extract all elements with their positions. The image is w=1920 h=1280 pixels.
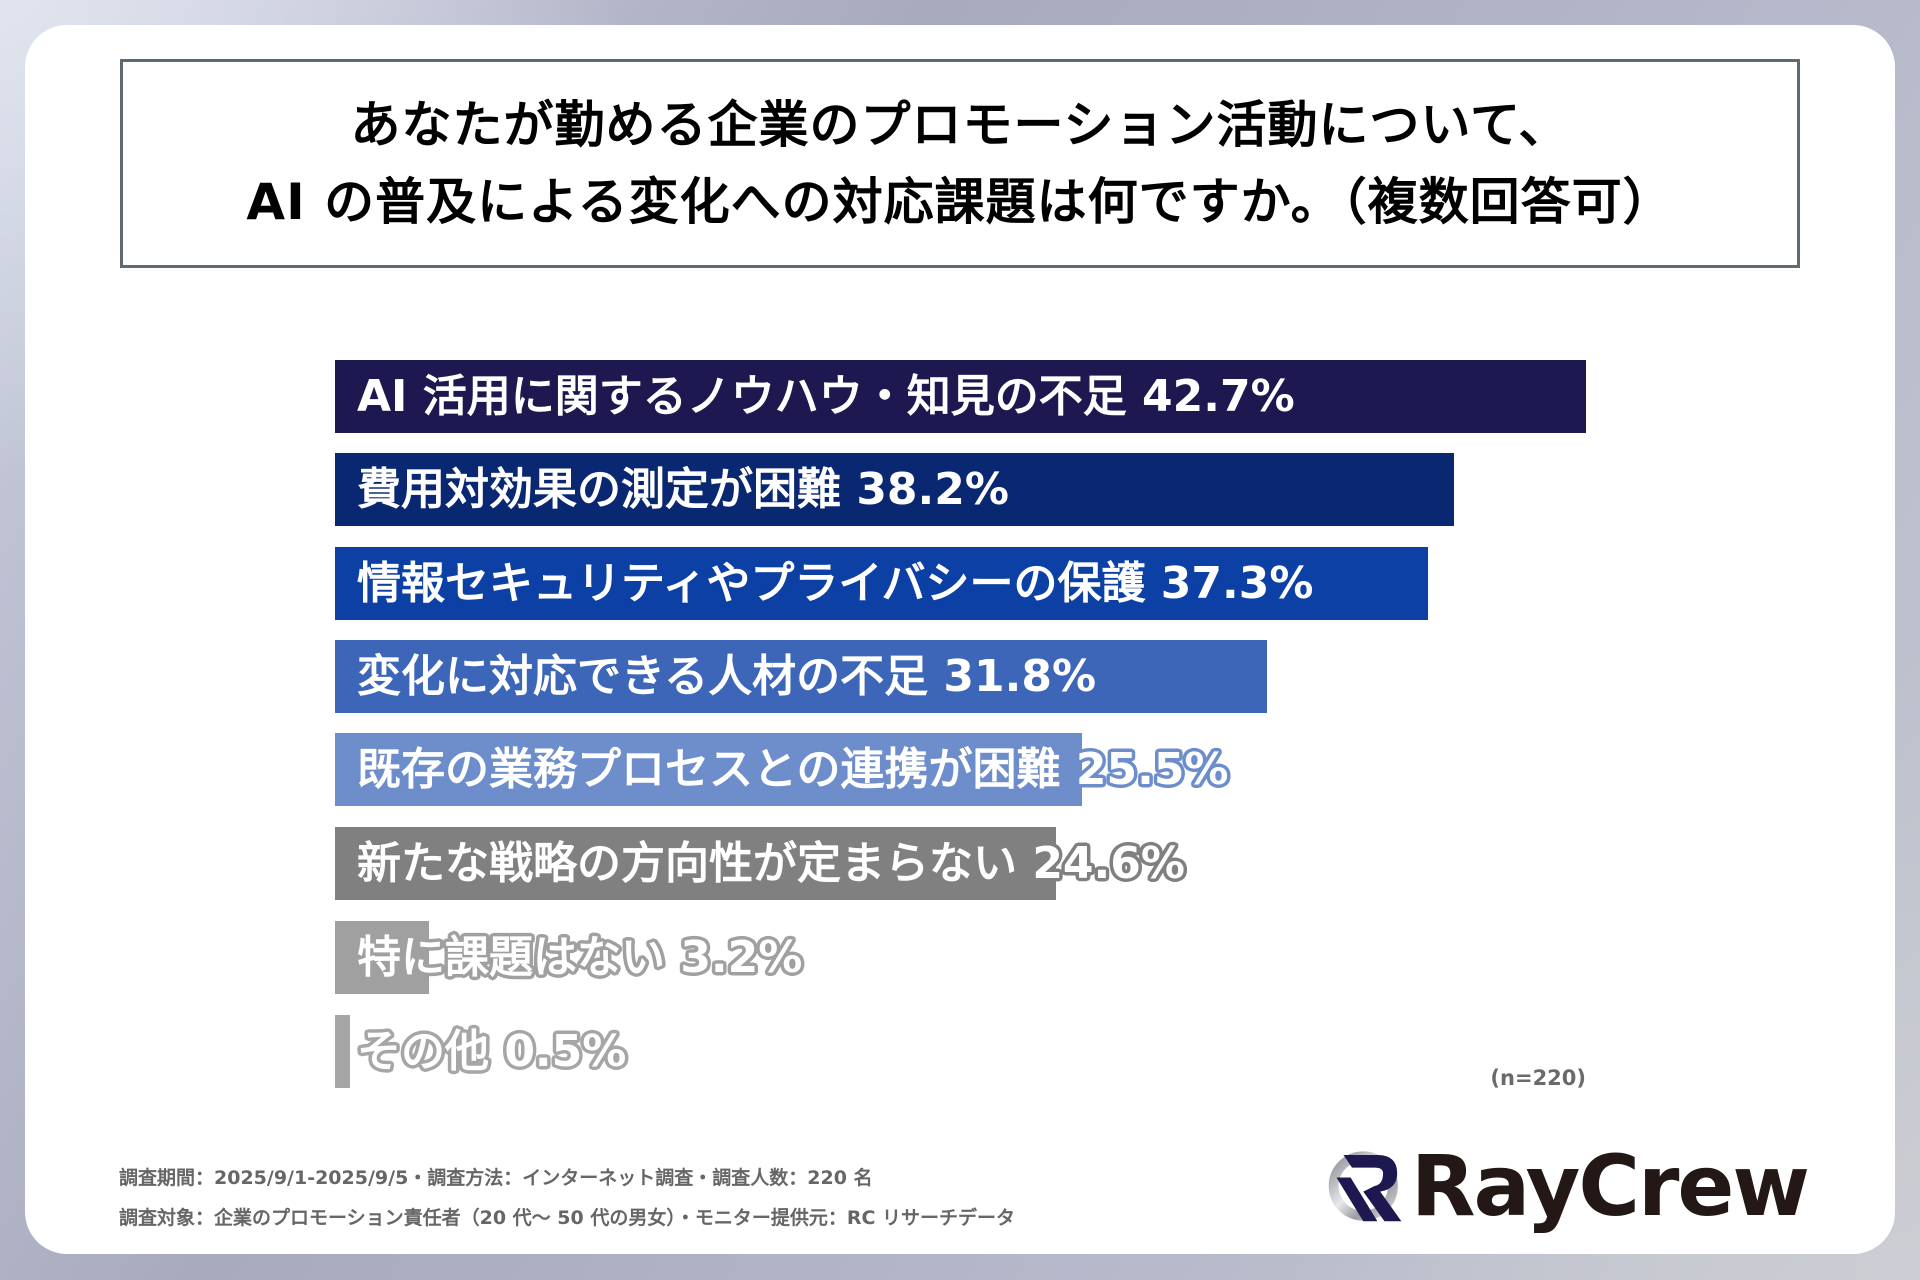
bar-row: 情報セキュリティやプライバシーの保護 37.3%	[335, 547, 1635, 620]
bar	[335, 640, 1267, 713]
bar-label: 情報セキュリティやプライバシーの保護 37.3%	[357, 558, 1314, 609]
bar-label: 既存の業務プロセスとの連携が困難 25.5%	[357, 744, 1229, 795]
title-line-1: あなたが勤める企業のプロモーション活動について、	[350, 95, 1570, 154]
bar	[335, 360, 1587, 433]
bar-row: 既存の業務プロセスとの連携が困難 25.5%	[335, 733, 1635, 806]
bar-label: 新たな戦略の方向性が定まらない 24.6%	[357, 838, 1185, 889]
bar-row: 変化に対応できる人材の不足 31.8%	[335, 640, 1635, 713]
bar-row: 新たな戦略の方向性が定まらない 24.6%	[335, 827, 1635, 900]
logo-wordmark: RayCrew	[1410, 1137, 1810, 1235]
question-title-box: あなたが勤める企業のプロモーション活動について、 AI の普及による変化への対応…	[120, 59, 1800, 268]
bar-label: AI 活用に関するノウハウ・知見の不足 42.7%	[357, 371, 1295, 422]
bar	[335, 547, 1428, 620]
raycrew-logo-icon	[1328, 1151, 1402, 1222]
bar-row: 特に課題はない 3.2%	[335, 921, 1635, 994]
raycrew-logo: RayCrew	[1328, 1134, 1810, 1238]
bar	[335, 827, 1056, 900]
title-line-2: AI の普及による変化への対応課題は何ですか。（複数回答可）	[246, 172, 1674, 231]
bar	[335, 453, 1455, 526]
bar	[335, 921, 429, 994]
bar-label: 費用対効果の測定が困難 38.2%	[357, 464, 1009, 515]
sample-size-note: (n=220)	[1490, 1066, 1586, 1090]
survey-period-line: 調査期間：2025/9/1-2025/9/5・調査方法：インターネット調査・調査…	[119, 1167, 873, 1189]
bar	[335, 1015, 350, 1088]
bar-row: その他 0.5%	[335, 1015, 1635, 1088]
bar-row: AI 活用に関するノウハウ・知見の不足 42.7%	[335, 360, 1635, 433]
bar-row: 費用対効果の測定が困難 38.2%	[335, 453, 1635, 526]
survey-footer: 調査期間：2025/9/1-2025/9/5・調査方法：インターネット調査・調査…	[119, 1158, 1015, 1238]
bar-label: 特に課題はない 3.2%	[357, 932, 803, 983]
bar	[335, 733, 1083, 806]
bar-label: その他 0.5%	[357, 1026, 627, 1077]
survey-target-line: 調査対象：企業のプロモーション責任者（20 代～ 50 代の男女）・モニター提供…	[119, 1207, 1016, 1229]
bar-label: 変化に対応できる人材の不足 31.8%	[357, 651, 1097, 702]
